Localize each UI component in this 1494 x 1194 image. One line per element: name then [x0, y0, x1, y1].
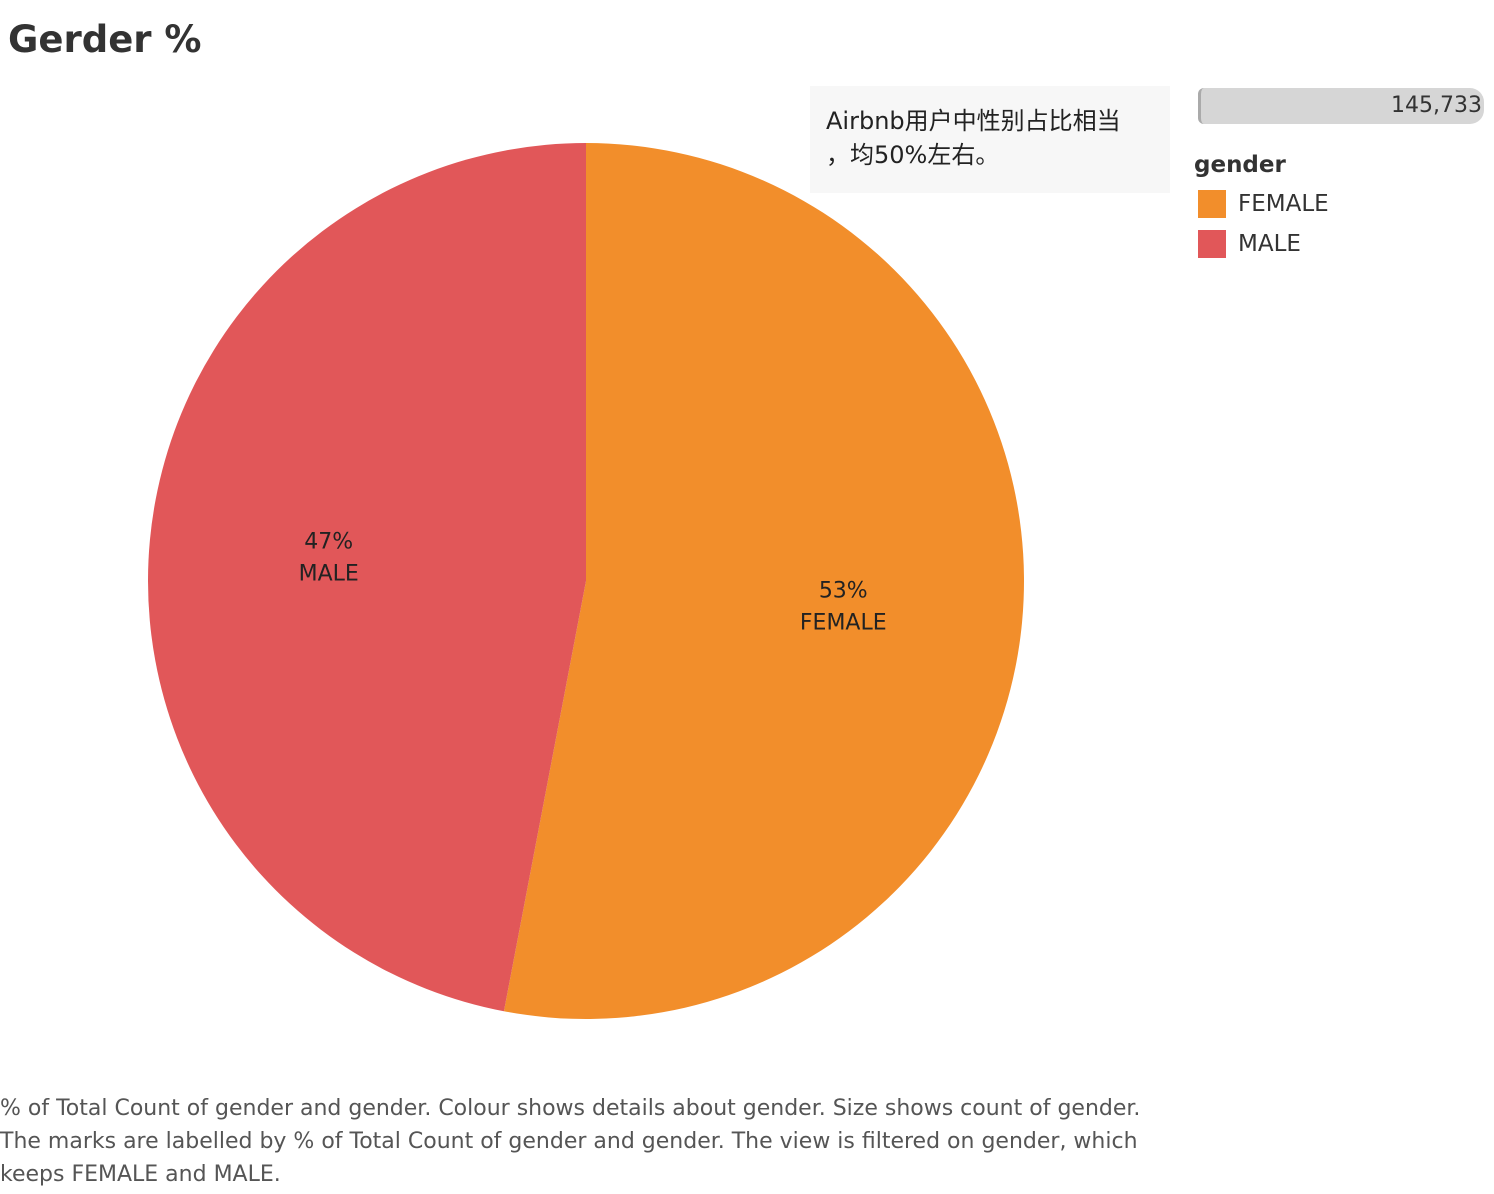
annotation-line-2: ，均50%左右。 — [826, 141, 1000, 169]
color-legend: gender FEMALE MALE — [1194, 152, 1329, 264]
caption-line-2: The marks are labelled by % of Total Cou… — [0, 1129, 1138, 1154]
legend-item-male[interactable]: MALE — [1194, 224, 1329, 264]
legend-label-male: MALE — [1238, 231, 1301, 257]
slice-value-label-female: 53% — [819, 578, 868, 603]
pie-slice-female[interactable] — [503, 143, 1025, 1019]
slice-category-label-male: MALE — [299, 562, 359, 587]
chart-title: Gerder % — [8, 18, 202, 61]
pie-slice-male[interactable] — [148, 143, 587, 1012]
legend-label-female: FEMALE — [1238, 191, 1329, 217]
pie-chart: 53% FEMALE 47% MALE — [148, 143, 1025, 1019]
caption-line-3: keeps FEMALE and MALE. — [0, 1162, 281, 1187]
legend-title: gender — [1194, 152, 1286, 178]
chart-caption: % of Total Count of gender and gender. C… — [0, 1092, 1200, 1191]
annotation-line-1: Airbnb用户中性别占比相当 — [826, 107, 1121, 135]
size-legend-bar — [1198, 88, 1484, 124]
legend-swatch-female — [1198, 190, 1226, 218]
slice-category-label-female: FEMALE — [800, 610, 887, 635]
size-legend: 145,733 — [1198, 86, 1486, 126]
size-legend-value: 145,733 — [1391, 93, 1482, 118]
annotation-note: Airbnb用户中性别占比相当 ，均50%左右。 — [810, 86, 1170, 193]
caption-line-1: % of Total Count of gender and gender. C… — [0, 1096, 1141, 1121]
slice-value-label-male: 47% — [304, 530, 353, 555]
legend-swatch-male — [1198, 230, 1226, 258]
legend-item-female[interactable]: FEMALE — [1194, 184, 1329, 224]
